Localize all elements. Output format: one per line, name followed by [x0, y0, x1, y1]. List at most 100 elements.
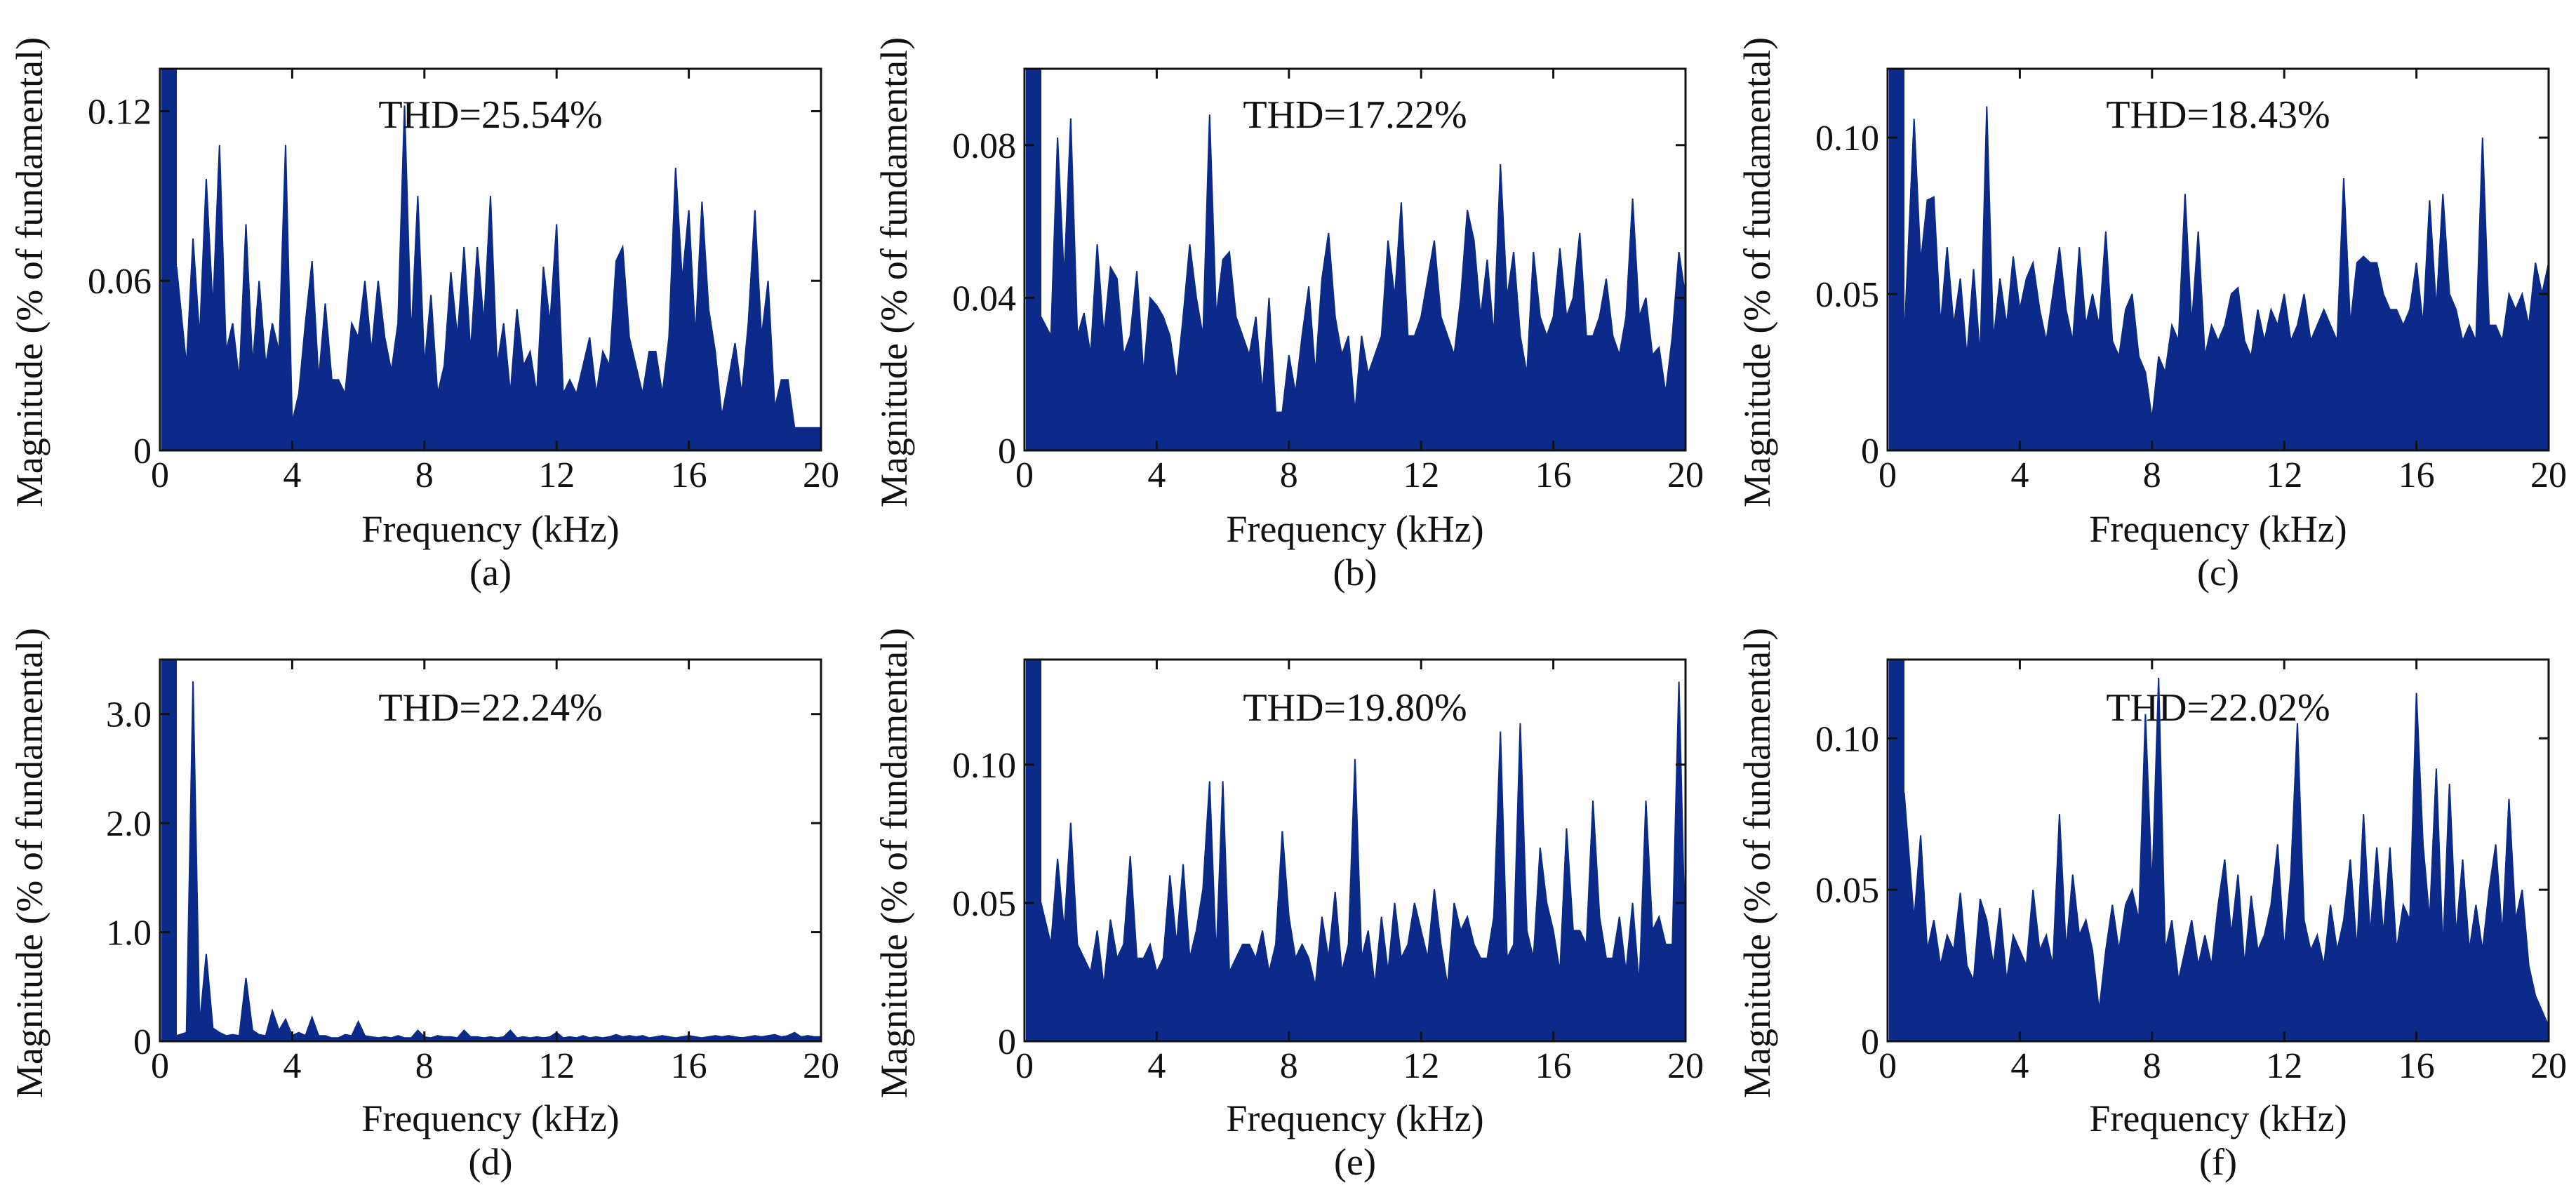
panel-a-thd-annotation: THD=25.54% — [378, 93, 602, 137]
panel-b-xtick-label: 12 — [1403, 455, 1439, 495]
panel-f-fundamental-bar — [1889, 660, 1904, 1041]
panel-f-xlabel: Frequency (kHz) — [2089, 1097, 2347, 1139]
panel-b-xtick-label: 4 — [1147, 455, 1166, 495]
panel-c-xlabel: Frequency (kHz) — [2089, 508, 2347, 550]
panel-c: Magnitude (% of fundamental) Frequency (… — [1736, 37, 2567, 594]
panel-f-xtick-label: 0 — [1878, 1046, 1897, 1086]
panel-b-ytick-label: 0 — [998, 432, 1016, 472]
panel-e-axes-frame — [1023, 658, 1687, 1043]
panel-d-ytick-label: 2.0 — [106, 804, 152, 844]
panel-d-xtick-label: 8 — [415, 1046, 434, 1086]
panel-f-xtick-label: 12 — [2266, 1046, 2302, 1086]
panel-c-xtick-label: 0 — [1878, 455, 1897, 495]
panel-a-ytick-label: 0 — [133, 432, 152, 472]
panel-f: Magnitude (% of fundamental) Frequency (… — [1736, 628, 2567, 1183]
panel-e-ytick-label: 0.10 — [952, 746, 1016, 786]
panel-d-ytick-label: 1.0 — [106, 914, 152, 954]
panel-a-xtick-label: 4 — [283, 455, 301, 495]
panel-e-xtick-label: 4 — [1147, 1046, 1166, 1086]
panel-c-spectrum-area — [1890, 106, 2549, 451]
panel-b-ylabel: Magnitude (% of fundamental) — [873, 37, 915, 507]
panel-a-xlabel: Frequency (kHz) — [361, 508, 619, 550]
panel-c-ylabel: Magnitude (% of fundamental) — [1736, 37, 1778, 507]
panel-f-caption: (f) — [2199, 1141, 2237, 1183]
panel-e-spectrum-area — [1027, 681, 1686, 1042]
panel-e-ytick-label: 0 — [998, 1022, 1016, 1062]
panel-b-thd-annotation: THD=17.22% — [1243, 93, 1467, 137]
panel-d-xlabel: Frequency (kHz) — [361, 1097, 619, 1139]
panel-b-xlabel: Frequency (kHz) — [1226, 508, 1483, 550]
panel-f-ytick-label: 0.10 — [1815, 719, 1879, 759]
panel-b-xtick-label: 16 — [1535, 455, 1572, 495]
panel-b-xtick-label: 0 — [1015, 455, 1034, 495]
panel-f-xtick-label: 4 — [2010, 1046, 2029, 1086]
panel-a-ylabel: Magnitude (% of fundamental) — [8, 37, 51, 507]
panel-b-axes-frame — [1023, 67, 1687, 452]
panel-f-axes-frame — [1886, 658, 2550, 1043]
panel-d-xtick-label: 4 — [283, 1046, 301, 1086]
panel-d-xtick-label: 16 — [671, 1046, 707, 1086]
panel-b-xtick-label: 8 — [1280, 455, 1298, 495]
panel-f-xtick-label: 8 — [2143, 1046, 2161, 1086]
panel-d-ytick-label: 0 — [133, 1022, 152, 1062]
panel-c-xtick-label: 16 — [2398, 455, 2435, 495]
panel-a-xtick-label: 16 — [671, 455, 707, 495]
panel-b-xtick-label: 20 — [1667, 455, 1704, 495]
panel-b-spectrum-area — [1027, 114, 1686, 451]
panel-c-xtick-label: 8 — [2143, 455, 2161, 495]
panel-d-thd-annotation: THD=22.24% — [378, 686, 602, 730]
panel-e-xlabel: Frequency (kHz) — [1226, 1097, 1483, 1139]
panel-e-xtick-label: 16 — [1535, 1046, 1572, 1086]
panel-d-ylabel: Magnitude (% of fundamental) — [8, 628, 51, 1098]
panel-a-caption: (a) — [469, 551, 512, 594]
panel-e-xtick-label: 12 — [1403, 1046, 1439, 1086]
panel-d-spectrum-area — [162, 681, 822, 1042]
panel-f-ytick-label: 0.05 — [1815, 871, 1879, 911]
panel-e-thd-annotation: THD=19.80% — [1243, 686, 1467, 730]
panel-a-xtick-label: 8 — [415, 455, 434, 495]
panel-a-xtick-label: 0 — [151, 455, 169, 495]
panel-e-fundamental-bar — [1026, 660, 1041, 1041]
panel-f-xtick-label: 20 — [2530, 1046, 2567, 1086]
panel-e: Magnitude (% of fundamental) Frequency (… — [873, 628, 1704, 1183]
panel-f-xtick-label: 16 — [2398, 1046, 2435, 1086]
panel-d-caption: (d) — [469, 1141, 513, 1183]
panel-c-xtick-label: 12 — [2266, 455, 2302, 495]
panel-c-fundamental-bar — [1889, 69, 1904, 450]
panel-e-ytick-label: 0.05 — [952, 884, 1016, 924]
panel-d-xtick-label: 20 — [803, 1046, 839, 1086]
panel-c-thd-annotation: THD=18.43% — [2106, 93, 2330, 137]
panel-d-xtick-label: 12 — [538, 1046, 575, 1086]
panel-a-ytick-label: 0.12 — [88, 92, 152, 132]
panel-a-xtick-label: 12 — [538, 455, 575, 495]
panel-b-fundamental-bar — [1026, 69, 1041, 450]
panel-c-ytick-label: 0 — [1861, 432, 1879, 472]
panel-f-ytick-label: 0 — [1861, 1022, 1879, 1062]
panel-e-xtick-label: 8 — [1280, 1046, 1298, 1086]
panel-a-fundamental-bar — [161, 69, 177, 450]
panel-f-thd-annotation: THD=22.02% — [2106, 686, 2330, 730]
panel-d-axes-frame — [159, 658, 822, 1043]
panel-d: Magnitude (% of fundamental) Frequency (… — [8, 628, 839, 1183]
panel-d-fundamental-bar — [161, 660, 177, 1041]
panel-d-xtick-label: 0 — [151, 1046, 169, 1086]
panel-c-ytick-label: 0.10 — [1815, 119, 1879, 159]
panel-b-caption: (b) — [1333, 551, 1377, 594]
panel-d-ytick-label: 3.0 — [106, 695, 152, 735]
panel-c-caption: (c) — [2197, 551, 2239, 594]
panel-a-xtick-label: 20 — [803, 455, 839, 495]
panel-c-xtick-label: 20 — [2530, 455, 2567, 495]
panel-f-ylabel: Magnitude (% of fundamental) — [1736, 628, 1778, 1098]
panel-a-ytick-label: 0.06 — [88, 262, 152, 302]
panel-b-ytick-label: 0.08 — [952, 126, 1016, 166]
panel-b: Magnitude (% of fundamental) Frequency (… — [873, 37, 1704, 594]
panel-e-xtick-label: 20 — [1667, 1046, 1704, 1086]
panel-f-spectrum-area — [1890, 677, 2549, 1042]
panel-b-ytick-label: 0.04 — [952, 279, 1016, 319]
panel-c-xtick-label: 4 — [2010, 455, 2029, 495]
panel-e-xtick-label: 0 — [1015, 1046, 1034, 1086]
panel-e-caption: (e) — [1334, 1141, 1376, 1183]
panel-a: Magnitude (% of fundamental) Frequency (… — [8, 37, 839, 594]
panel-a-spectrum-area — [162, 105, 822, 451]
panel-c-ytick-label: 0.05 — [1815, 275, 1879, 315]
